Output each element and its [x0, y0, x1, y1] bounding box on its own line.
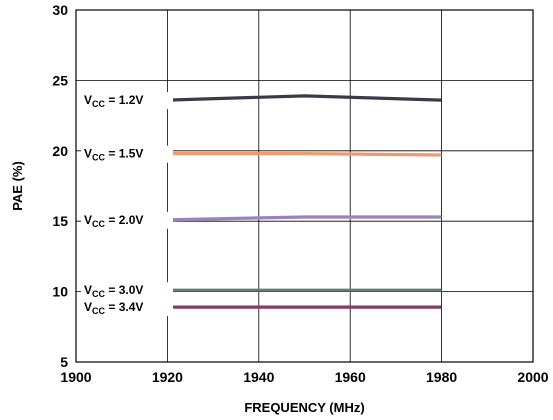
x-axis-title: FREQUENCY (MHz): [244, 400, 364, 415]
series-label-subscript: CC: [92, 219, 105, 229]
x-tick-label: 1980: [426, 369, 457, 385]
series-label-subscript: CC: [92, 99, 105, 109]
series-label-suffix: = 1.5V: [105, 147, 143, 161]
plot-frame: [75, 9, 534, 363]
series-line: [167, 94, 442, 102]
series-label-subscript: CC: [92, 306, 105, 316]
y-tick-label: 25: [52, 72, 68, 88]
series-label-bg: [81, 92, 173, 110]
series-label-prefix: V: [84, 147, 92, 161]
series-label: VCC = 1.5V: [84, 147, 143, 163]
series-label-suffix: = 3.4V: [105, 300, 143, 314]
x-tick-label: 2000: [517, 369, 548, 385]
series-label-prefix: V: [84, 93, 92, 107]
x-tick-label: 1960: [335, 369, 366, 385]
series-label-bg: [81, 282, 173, 300]
y-tick-label: 5: [60, 354, 68, 370]
series-label-suffix: = 1.2V: [105, 93, 143, 107]
y-tick-label: 10: [52, 284, 68, 300]
series-line: [167, 152, 442, 157]
x-tick-label: 1940: [243, 369, 274, 385]
series-line: [167, 215, 442, 222]
series-label-bg: [81, 211, 173, 229]
series-label-prefix: V: [84, 283, 92, 297]
y-tick-label: 15: [52, 213, 68, 229]
series-label-bg: [81, 145, 173, 163]
series-label-suffix: = 3.0V: [105, 283, 143, 297]
y-tick-label: 20: [52, 143, 68, 159]
series-label: VCC = 1.2V: [84, 93, 143, 109]
y-tick-label: 30: [52, 2, 68, 18]
series-label-suffix: = 2.0V: [105, 213, 143, 227]
series-label-subscript: CC: [92, 289, 105, 299]
series-label: VCC = 2.0V: [84, 213, 143, 229]
x-tick-label: 1900: [60, 369, 91, 385]
series-label-prefix: V: [84, 300, 92, 314]
series-label-prefix: V: [84, 213, 92, 227]
x-tick-label: 1920: [152, 369, 183, 385]
series-lines: [167, 94, 442, 309]
y-axis-title: PAE (%): [10, 161, 25, 211]
series-label: VCC = 3.4V: [84, 300, 143, 316]
tick-labels: 1900 1920 1940 1960 1980 2000 30 25 20 15 10 5: [52, 2, 548, 385]
series-label-bg: [81, 299, 173, 317]
series-label: VCC = 3.0V: [84, 283, 143, 299]
series-label-subscript: CC: [92, 153, 105, 163]
